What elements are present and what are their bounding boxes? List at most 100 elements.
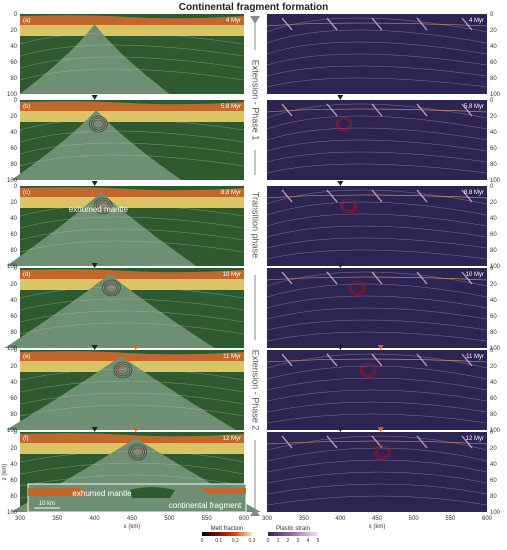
melt-colorbar-label: Melt fraction [211,526,244,532]
melt-contour [89,115,108,133]
panel-time: 8.8 Myr [221,190,241,196]
melt-contour [95,199,111,213]
panel-time: 11 Myr [466,354,484,360]
y-tick-label: 0 [490,184,494,190]
x-tick-label: 600 [239,516,250,522]
melt-contour [350,282,364,294]
y-tick-label: 80 [490,412,497,418]
flow-line [19,286,245,299]
melt-colorbar [202,532,252,536]
crust-marker [266,194,488,199]
x-tick-label: 350 [299,516,310,522]
flow-line [19,154,245,167]
x-tick-label: 600 [482,516,493,522]
y-tick-label: 40 [490,44,497,50]
y-tick-label: 80 [10,412,17,418]
panel-time: 8.8 Myr [464,190,484,196]
strain-colorbar-tick: 2 [287,538,290,544]
shear-band [281,271,293,285]
y-tick-label: 100 [7,510,18,516]
y-tick-label: 40 [490,130,497,136]
strain-line [266,249,488,260]
inset-fragment-label: continental fragment [169,501,242,510]
y-tick-label: 60 [490,478,497,484]
y-tick-label: 40 [10,216,17,222]
inset-exhumed-label: exhumed mantle [72,489,132,498]
inset-scale-label: 10 km [39,501,55,507]
exhumed-mantle [11,110,182,180]
y-tick-label: 60 [10,478,17,484]
y-tick-label: 100 [490,510,501,516]
y-tick-label: 100 [490,428,501,434]
shear-band [326,189,338,203]
melt-colorbar-tick: 0.1 [215,538,222,544]
inset: exhumed mantle continental fragment 10 km [27,483,247,513]
y-tick-label: 60 [10,232,17,238]
strain-line [266,459,488,473]
melt-contour [91,117,106,131]
melt-contour [97,201,109,211]
rift-marker-black [337,427,344,432]
shear-band [371,189,383,203]
rift-marker-black [337,181,344,186]
melt-contour [335,116,353,132]
flow-line [19,474,245,487]
strain-line [266,151,488,163]
y-axis-label: z (km) [2,464,8,481]
rift-marker-orange [377,427,384,432]
flow-line [19,56,245,69]
shear-band [371,435,383,449]
x-tick-label: 450 [127,516,138,522]
shear-band [371,103,383,117]
strain-line [266,307,488,320]
y-tick-label: 100 [7,92,18,98]
y-tick-label: 60 [490,232,497,238]
flow-line [19,450,245,463]
y-tick-label: 20 [490,282,497,288]
flow-line [19,380,245,393]
strain-line [266,331,488,342]
y-tick-label: 40 [10,380,17,386]
panel-time: 5.8 Myr [464,104,484,110]
panel-time: 11 Myr [223,354,241,360]
shear-band [281,189,293,203]
composition-panel: (a) 4 Myr [19,14,245,94]
shear-band [461,189,473,203]
y-tick-label: 80 [490,162,497,168]
shear-band [416,435,428,449]
shear-band [461,103,473,117]
strain-line [266,389,488,402]
strain-line [266,213,488,227]
flow-line [19,68,245,81]
y-tick-label: 60 [490,396,497,402]
panel-time: 10 Myr [466,272,484,278]
plastic-strain-panel: 5.8 Myr [266,100,488,180]
y-tick-label: 60 [10,60,17,66]
y-tick-label: 20 [490,114,497,120]
flow-line [19,32,245,45]
y-tick-label: 20 [10,282,17,288]
strain-line [266,413,488,424]
melt-contour [376,446,389,458]
y-tick-label: 20 [10,28,17,34]
strain-line [266,401,488,413]
melt-contour [340,198,358,214]
flow-line [19,228,245,241]
panel-time: 10 Myr [223,272,241,278]
flow-line [19,310,245,323]
melt-contour [348,280,366,296]
shear-band [281,103,293,117]
phase-label-bg [249,175,261,275]
crust-marker [266,22,488,27]
strain-line [266,353,488,369]
y-tick-label: 0 [490,12,494,18]
shear-band [461,271,473,285]
y-tick-label: 0 [14,266,18,272]
rift-marker-black [91,427,98,432]
flow-line [19,462,245,475]
crust-marker [266,440,488,445]
exhumed-mantle-label: exhumed mantle [69,205,129,214]
strain-line [266,225,488,238]
rift-marker-black [337,263,344,268]
